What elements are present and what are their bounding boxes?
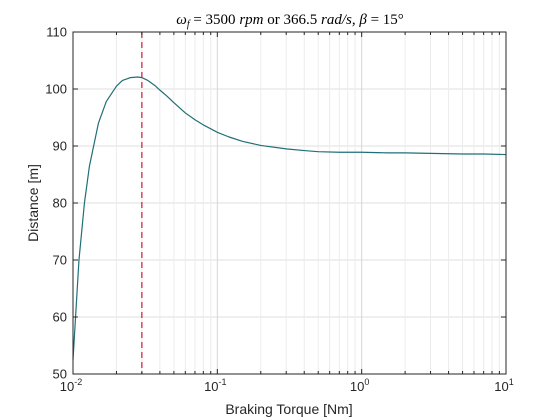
y-tick-label: 60 (53, 310, 67, 325)
tick-labels: 50 60 70 80 90 100 110 10-2 10-1 100 101 (45, 25, 513, 395)
y-axis-label: Distance [m] (25, 164, 41, 242)
x-tick-label: 101 (494, 377, 513, 394)
x-tick-label: 10-2 (60, 377, 82, 394)
x-tick-label: 100 (350, 377, 369, 394)
x-tick-label: 10-1 (204, 377, 226, 394)
series-layer (72, 32, 507, 374)
y-tick-label: 90 (53, 139, 67, 154)
y-tick-label: 80 (53, 196, 67, 211)
series-line (72, 76, 507, 360)
x-axis-label: Braking Torque [Nm] (225, 401, 352, 417)
chart-title: ωf = 3500 rpm or 366.5 rad/s, β = 15° (176, 12, 404, 30)
grid (72, 31, 506, 375)
y-tick-label: 70 (53, 253, 67, 268)
y-tick-label: 100 (45, 82, 67, 97)
y-tick-label: 50 (53, 367, 67, 382)
axes-box (72, 31, 507, 375)
y-tick-label: 110 (46, 25, 67, 40)
